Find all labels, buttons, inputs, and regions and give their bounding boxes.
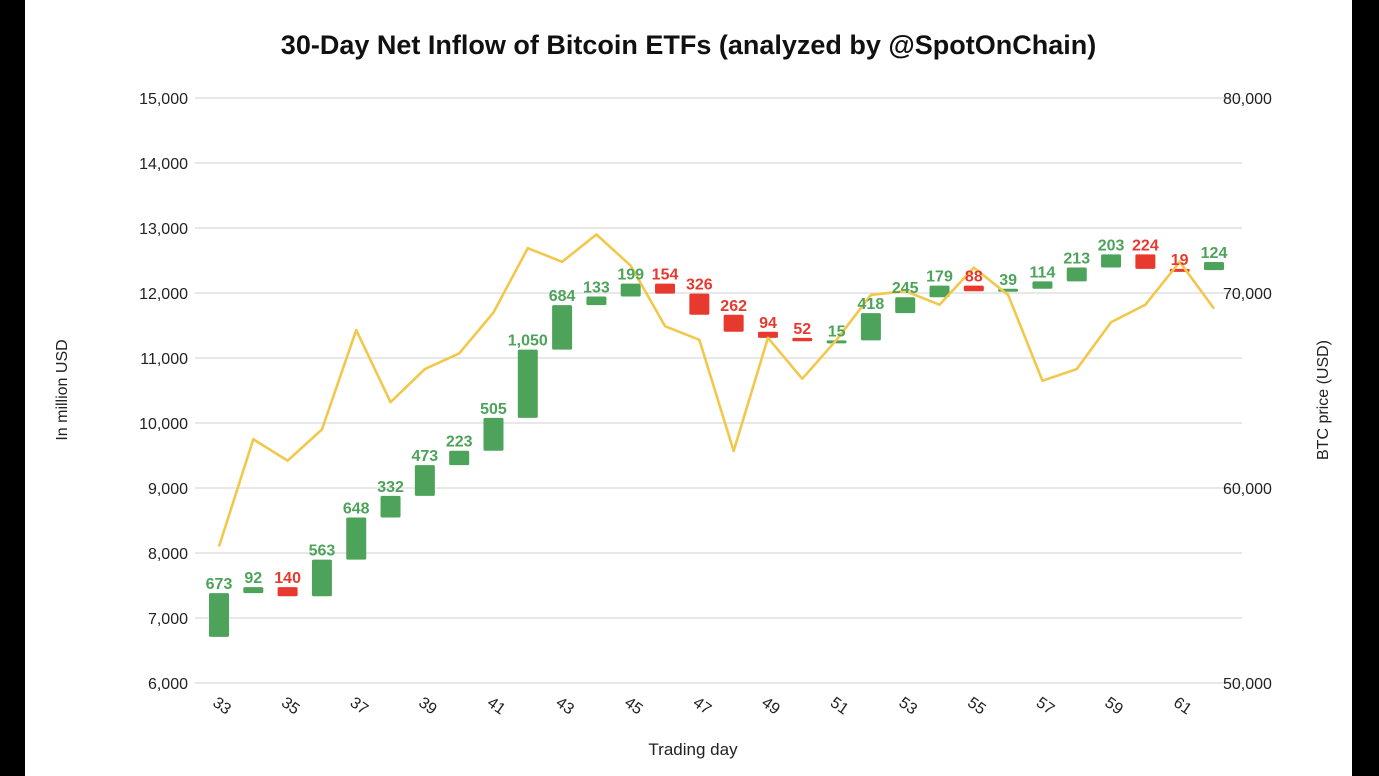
y-tick-label: 7,000 (148, 611, 188, 628)
y-tick-label: 10,000 (139, 416, 188, 433)
y-tick-label: 12,000 (139, 286, 188, 303)
data-label: 213 (1063, 251, 1090, 268)
data-label: 124 (1201, 245, 1228, 262)
x-tick-label: 39 (415, 694, 439, 718)
data-label: 563 (309, 543, 336, 560)
data-label: 140 (274, 570, 301, 587)
y-tick-label: 14,000 (139, 156, 188, 173)
y-tick-label: 8,000 (148, 546, 188, 563)
waterfall-bar (826, 340, 847, 344)
data-label: 326 (686, 277, 713, 294)
y-tick-label: 9,000 (148, 481, 188, 498)
data-label: 19 (1171, 252, 1189, 269)
data-label: 179 (926, 269, 953, 286)
data-label: 1,050 (508, 333, 548, 350)
waterfall-bar (620, 283, 641, 297)
waterfall-bar (209, 593, 229, 637)
x-tick-label: 41 (484, 694, 508, 718)
waterfall-bar (552, 305, 573, 350)
data-label: 15 (828, 323, 846, 340)
waterfall-bar (346, 517, 367, 560)
y2-tick-label: 50,000 (1223, 676, 1272, 693)
y2-tick-label: 80,000 (1223, 91, 1272, 108)
waterfall-bar (380, 495, 401, 518)
waterfall-bar (1204, 262, 1224, 271)
waterfall-bar (517, 349, 538, 418)
x-tick-label: 33 (209, 694, 233, 718)
waterfall-bar (414, 465, 435, 496)
waterfall-bar (792, 337, 813, 342)
waterfall-bar (723, 314, 744, 332)
data-label: 203 (1098, 237, 1125, 254)
data-labels: 673 92 1405636483324732235051,050684133199… (206, 237, 1228, 593)
btc-price-line-group (217, 233, 1216, 547)
data-label: 673 (206, 576, 233, 593)
waterfall-bar (689, 293, 710, 315)
waterfall-bar (586, 296, 607, 306)
x-tick-label: 53 (896, 694, 920, 718)
waterfall-bar (1101, 254, 1122, 268)
data-label: 684 (549, 288, 576, 305)
waterfall-bar (655, 283, 676, 294)
data-label: 648 (343, 501, 370, 518)
data-label: 332 (377, 479, 404, 496)
waterfall-bars (209, 254, 1224, 637)
chart-canvas: 30-Day Net Inflow of Bitcoin ETFs (analy… (25, 0, 1352, 776)
x-tick-label: 51 (827, 694, 851, 718)
data-label: 133 (583, 280, 610, 297)
data-label: 52 (793, 321, 811, 338)
x-tick-label: 57 (1033, 694, 1057, 718)
data-label: 505 (480, 401, 507, 418)
data-label: 418 (858, 296, 885, 313)
y-axis-title: In million USD (54, 339, 71, 440)
data-label: 154 (652, 267, 679, 284)
waterfall-bar (483, 417, 504, 451)
data-label: 262 (720, 298, 747, 315)
waterfall-bar (860, 313, 881, 341)
x-tick-label: 61 (1170, 694, 1194, 718)
data-label: 94 (759, 315, 777, 332)
data-label: 473 (412, 448, 439, 465)
waterfall-bar (1135, 254, 1156, 269)
y-tick-label: 13,000 (139, 221, 188, 238)
waterfall-bar (243, 587, 264, 594)
x-axis-title: Trading day (648, 740, 738, 759)
data-label: 39 (999, 272, 1017, 289)
waterfall-bar (963, 285, 984, 292)
data-label: 245 (892, 280, 919, 297)
btc-price-line (217, 233, 1216, 547)
data-label: 114 (1030, 264, 1056, 281)
x-tick-label: 43 (553, 694, 577, 718)
waterfall-bar (277, 587, 298, 597)
data-label: 88 (965, 269, 983, 286)
waterfall-bar (1066, 267, 1087, 282)
x-tick-label: 55 (964, 694, 988, 718)
data-label: 199 (617, 267, 644, 284)
waterfall-bar (1032, 281, 1053, 289)
axis-labels: 6,000 7,000 8,000 9,000 10,000 11,000 12,000 13… (139, 91, 1272, 718)
y2-axis-title: BTC price (USD) (1315, 340, 1332, 460)
x-tick-label: 45 (621, 694, 645, 718)
data-label: 223 (446, 434, 473, 451)
waterfall-bar (757, 331, 778, 338)
waterfall-bar (311, 559, 332, 597)
x-tick-label: 35 (278, 694, 302, 718)
data-label: 224 (1132, 237, 1159, 254)
chart-title: 30-Day Net Inflow of Bitcoin ETFs (analy… (280, 30, 1097, 60)
y2-tick-label: 70,000 (1223, 286, 1272, 303)
x-tick-label: 49 (758, 694, 782, 718)
chart-svg: 673 92 1405636483324732235051,050684133199… (54, 91, 1332, 759)
y2-tick-label: 60,000 (1223, 481, 1272, 498)
data-label: 92 (244, 570, 262, 587)
gridlines (195, 97, 1242, 684)
x-tick-label: 37 (347, 694, 371, 718)
y-tick-label: 15,000 (139, 91, 188, 108)
y-tick-label: 11,000 (140, 351, 188, 368)
waterfall-bar (929, 285, 950, 298)
x-tick-label: 47 (690, 694, 714, 718)
y-tick-label: 6,000 (148, 676, 188, 693)
waterfall-bar (449, 450, 470, 466)
waterfall-bar (895, 297, 916, 314)
x-tick-label: 59 (1101, 694, 1125, 718)
